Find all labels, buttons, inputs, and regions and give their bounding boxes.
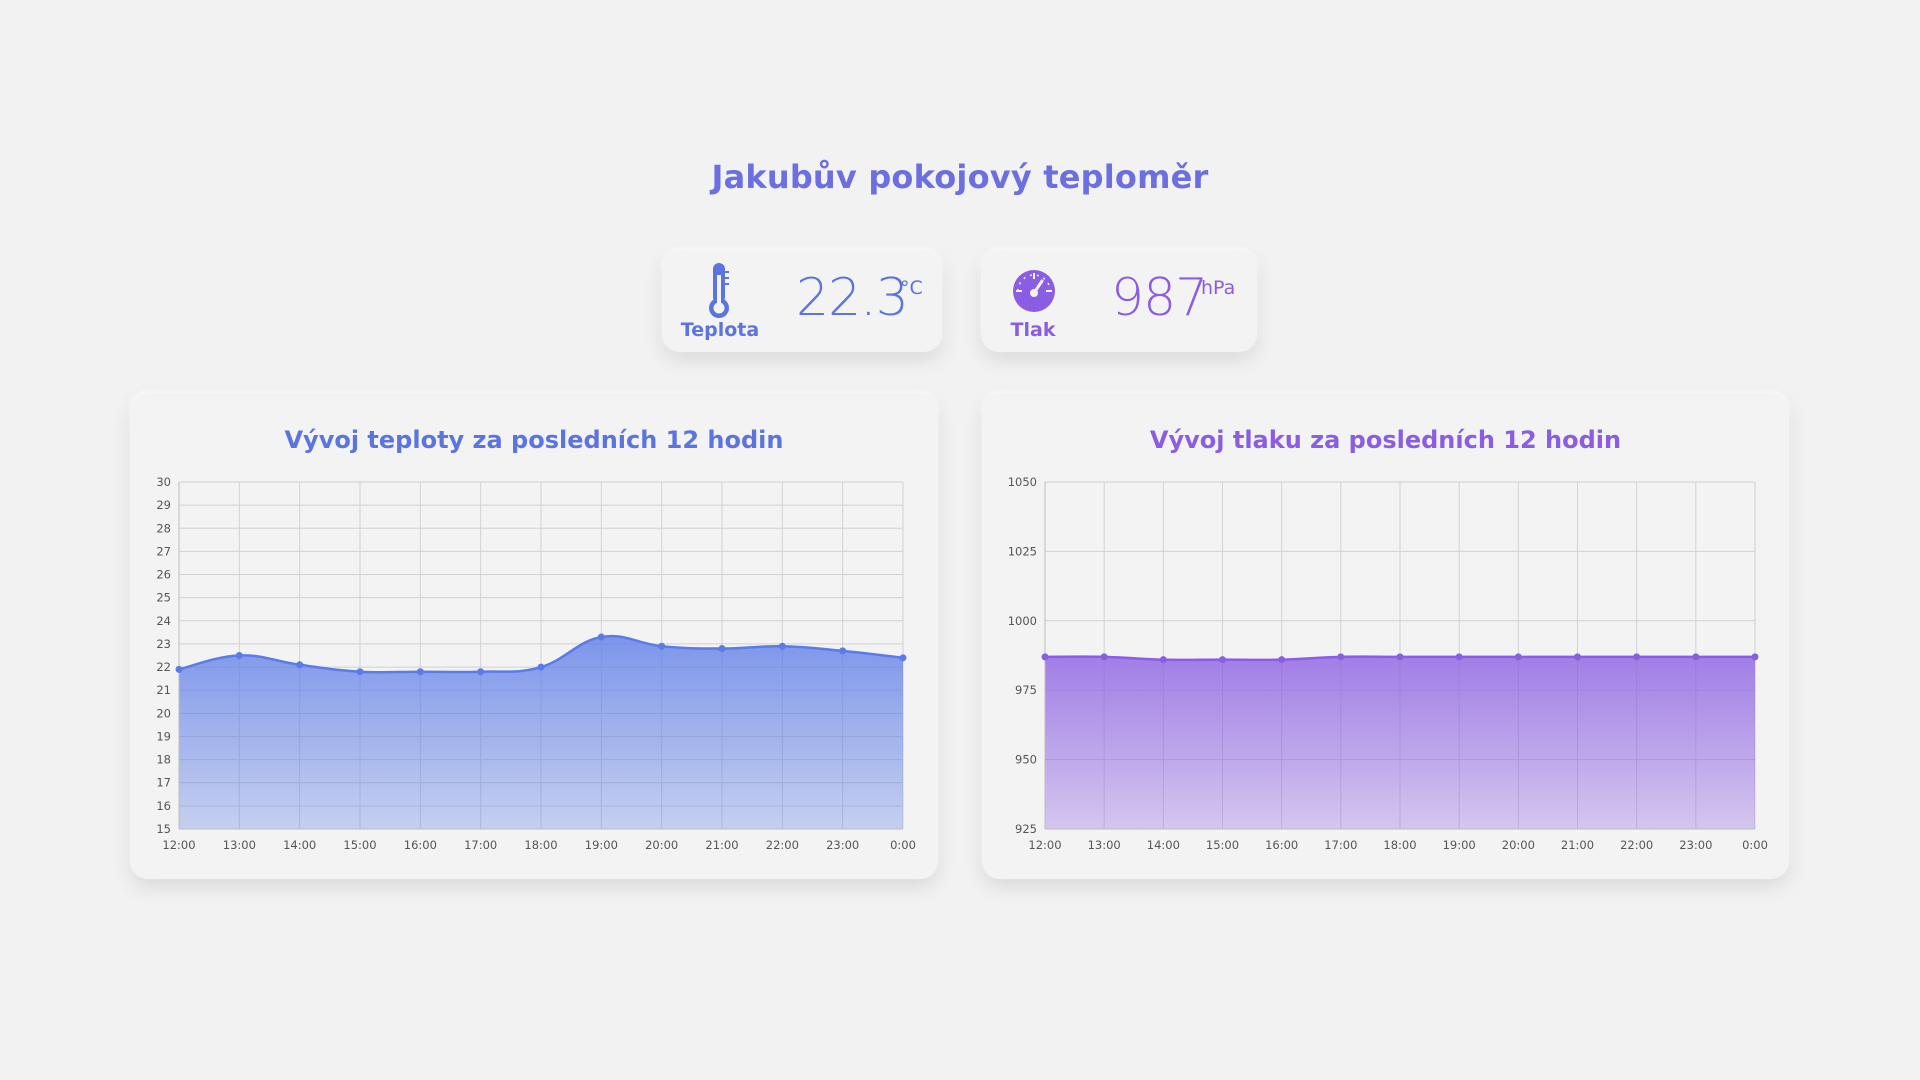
x-tick-label: 15:00 [1206, 838, 1239, 852]
gauge-icon [1012, 269, 1056, 317]
data-point[interactable] [175, 665, 183, 673]
thermometer-icon [704, 261, 734, 325]
data-point[interactable] [1100, 653, 1108, 661]
x-tick-label: 20:00 [1502, 838, 1535, 852]
temperature-label: Teplota [680, 319, 760, 341]
temperature-chart: 15 16 17 18 19 20 21 22 23 24 25 26 27 28 29 30 12:00 13:… [156, 475, 916, 852]
y-tick-label: 20 [156, 706, 171, 720]
pressure-card: Tlak 987 hPa [981, 250, 1257, 352]
data-point[interactable] [296, 661, 304, 669]
data-point[interactable] [1692, 653, 1700, 661]
data-point[interactable] [1455, 653, 1463, 661]
y-tick-label: 1025 [1008, 544, 1037, 558]
x-tick-label: 19:00 [585, 838, 618, 852]
data-point[interactable] [416, 668, 424, 676]
x-tick-label: 12:00 [162, 838, 195, 852]
data-point[interactable] [477, 668, 485, 676]
pressure-unit: hPa [1201, 277, 1236, 299]
x-tick-label: 13:00 [223, 838, 256, 852]
data-point[interactable] [1219, 656, 1226, 664]
x-tick-label: 19:00 [1443, 838, 1476, 852]
data-point[interactable] [778, 642, 786, 650]
data-point[interactable] [1633, 653, 1641, 661]
x-tick-label: 13:00 [1088, 838, 1121, 852]
y-tick-label: 29 [156, 498, 171, 512]
pressure-chart-card: Vývoj tlaku za posledních 12 hodin 925 95… [982, 393, 1789, 879]
x-tick-label: 17:00 [1324, 838, 1357, 852]
data-point[interactable] [1574, 653, 1581, 661]
x-tick-label: 16:00 [1265, 838, 1298, 852]
data-point[interactable] [899, 654, 907, 662]
pressure-chart-title: Vývoj tlaku za posledních 12 hodin [1149, 426, 1622, 454]
x-tick-label: 18:00 [1383, 838, 1416, 852]
x-tick-label: 21:00 [705, 838, 738, 852]
x-tick-label: 12:00 [1028, 838, 1061, 852]
x-tick-label: 15:00 [343, 838, 376, 852]
y-tick-label: 25 [156, 591, 171, 605]
y-tick-label: 1000 [1008, 614, 1037, 628]
x-tick-label: 22:00 [1620, 838, 1653, 852]
pressure-area [1045, 656, 1755, 829]
x-tick-label: 18:00 [524, 838, 557, 852]
x-tick-label: 21:00 [1561, 838, 1594, 852]
data-point[interactable] [235, 652, 243, 659]
data-point[interactable] [597, 633, 605, 641]
y-tick-label: 15 [156, 822, 171, 836]
temperature-area [179, 636, 903, 829]
data-point[interactable] [658, 642, 666, 650]
x-tick-label: 0:00 [890, 838, 916, 852]
y-tick-label: 17 [156, 776, 171, 790]
y-tick-label: 925 [1015, 822, 1037, 836]
temperature-value: 22.3 [796, 268, 909, 328]
y-tick-label: 950 [1015, 753, 1037, 767]
data-point[interactable] [718, 645, 726, 653]
data-point[interactable] [1278, 656, 1286, 664]
temperature-chart-card: Vývoj teploty za posledních 12 hodin 15 1… [130, 393, 938, 879]
y-tick-label: 18 [156, 753, 171, 767]
data-point[interactable] [839, 647, 847, 655]
y-tick-label: 1050 [1008, 475, 1037, 489]
y-tick-label: 27 [156, 544, 171, 558]
y-tick-label: 21 [156, 683, 171, 697]
x-tick-label: 22:00 [766, 838, 799, 852]
temperature-card: Teplota 22.3 °C [662, 250, 942, 352]
x-tick-label: 16:00 [404, 838, 437, 852]
x-tick-label: 23:00 [826, 838, 859, 852]
x-tick-label: 14:00 [283, 838, 316, 852]
data-point[interactable] [1337, 653, 1345, 661]
x-tick-label: 14:00 [1147, 838, 1180, 852]
y-tick-label: 19 [156, 729, 171, 743]
data-point[interactable] [1514, 653, 1522, 661]
data-point[interactable] [356, 668, 364, 676]
y-tick-label: 24 [156, 614, 171, 628]
data-point[interactable] [1041, 653, 1049, 661]
data-point[interactable] [1159, 656, 1167, 664]
pressure-value: 987 [1111, 268, 1208, 328]
pressure-chart: 925 950 975 1000 1025 1050 12:00 13:00 14:00 15:0… [1008, 475, 1768, 852]
y-tick-label: 30 [156, 475, 171, 489]
y-tick-label: 16 [156, 799, 171, 813]
x-tick-label: 0:00 [1742, 838, 1768, 852]
data-point[interactable] [537, 663, 545, 671]
temperature-unit: °C [900, 277, 923, 299]
page-title: Jakubův pokojový teploměr [711, 158, 1209, 196]
y-tick-label: 975 [1015, 683, 1037, 697]
y-tick-label: 26 [156, 568, 171, 582]
y-tick-label: 23 [156, 637, 171, 651]
y-tick-label: 28 [156, 521, 171, 535]
x-tick-label: 23:00 [1679, 838, 1712, 852]
data-point[interactable] [1396, 653, 1404, 661]
temperature-chart-title: Vývoj teploty za posledních 12 hodin [284, 426, 784, 454]
y-tick-label: 22 [156, 660, 171, 674]
pressure-label: Tlak [1010, 319, 1056, 341]
x-tick-label: 20:00 [645, 838, 678, 852]
x-tick-label: 17:00 [464, 838, 497, 852]
data-point[interactable] [1751, 653, 1759, 661]
